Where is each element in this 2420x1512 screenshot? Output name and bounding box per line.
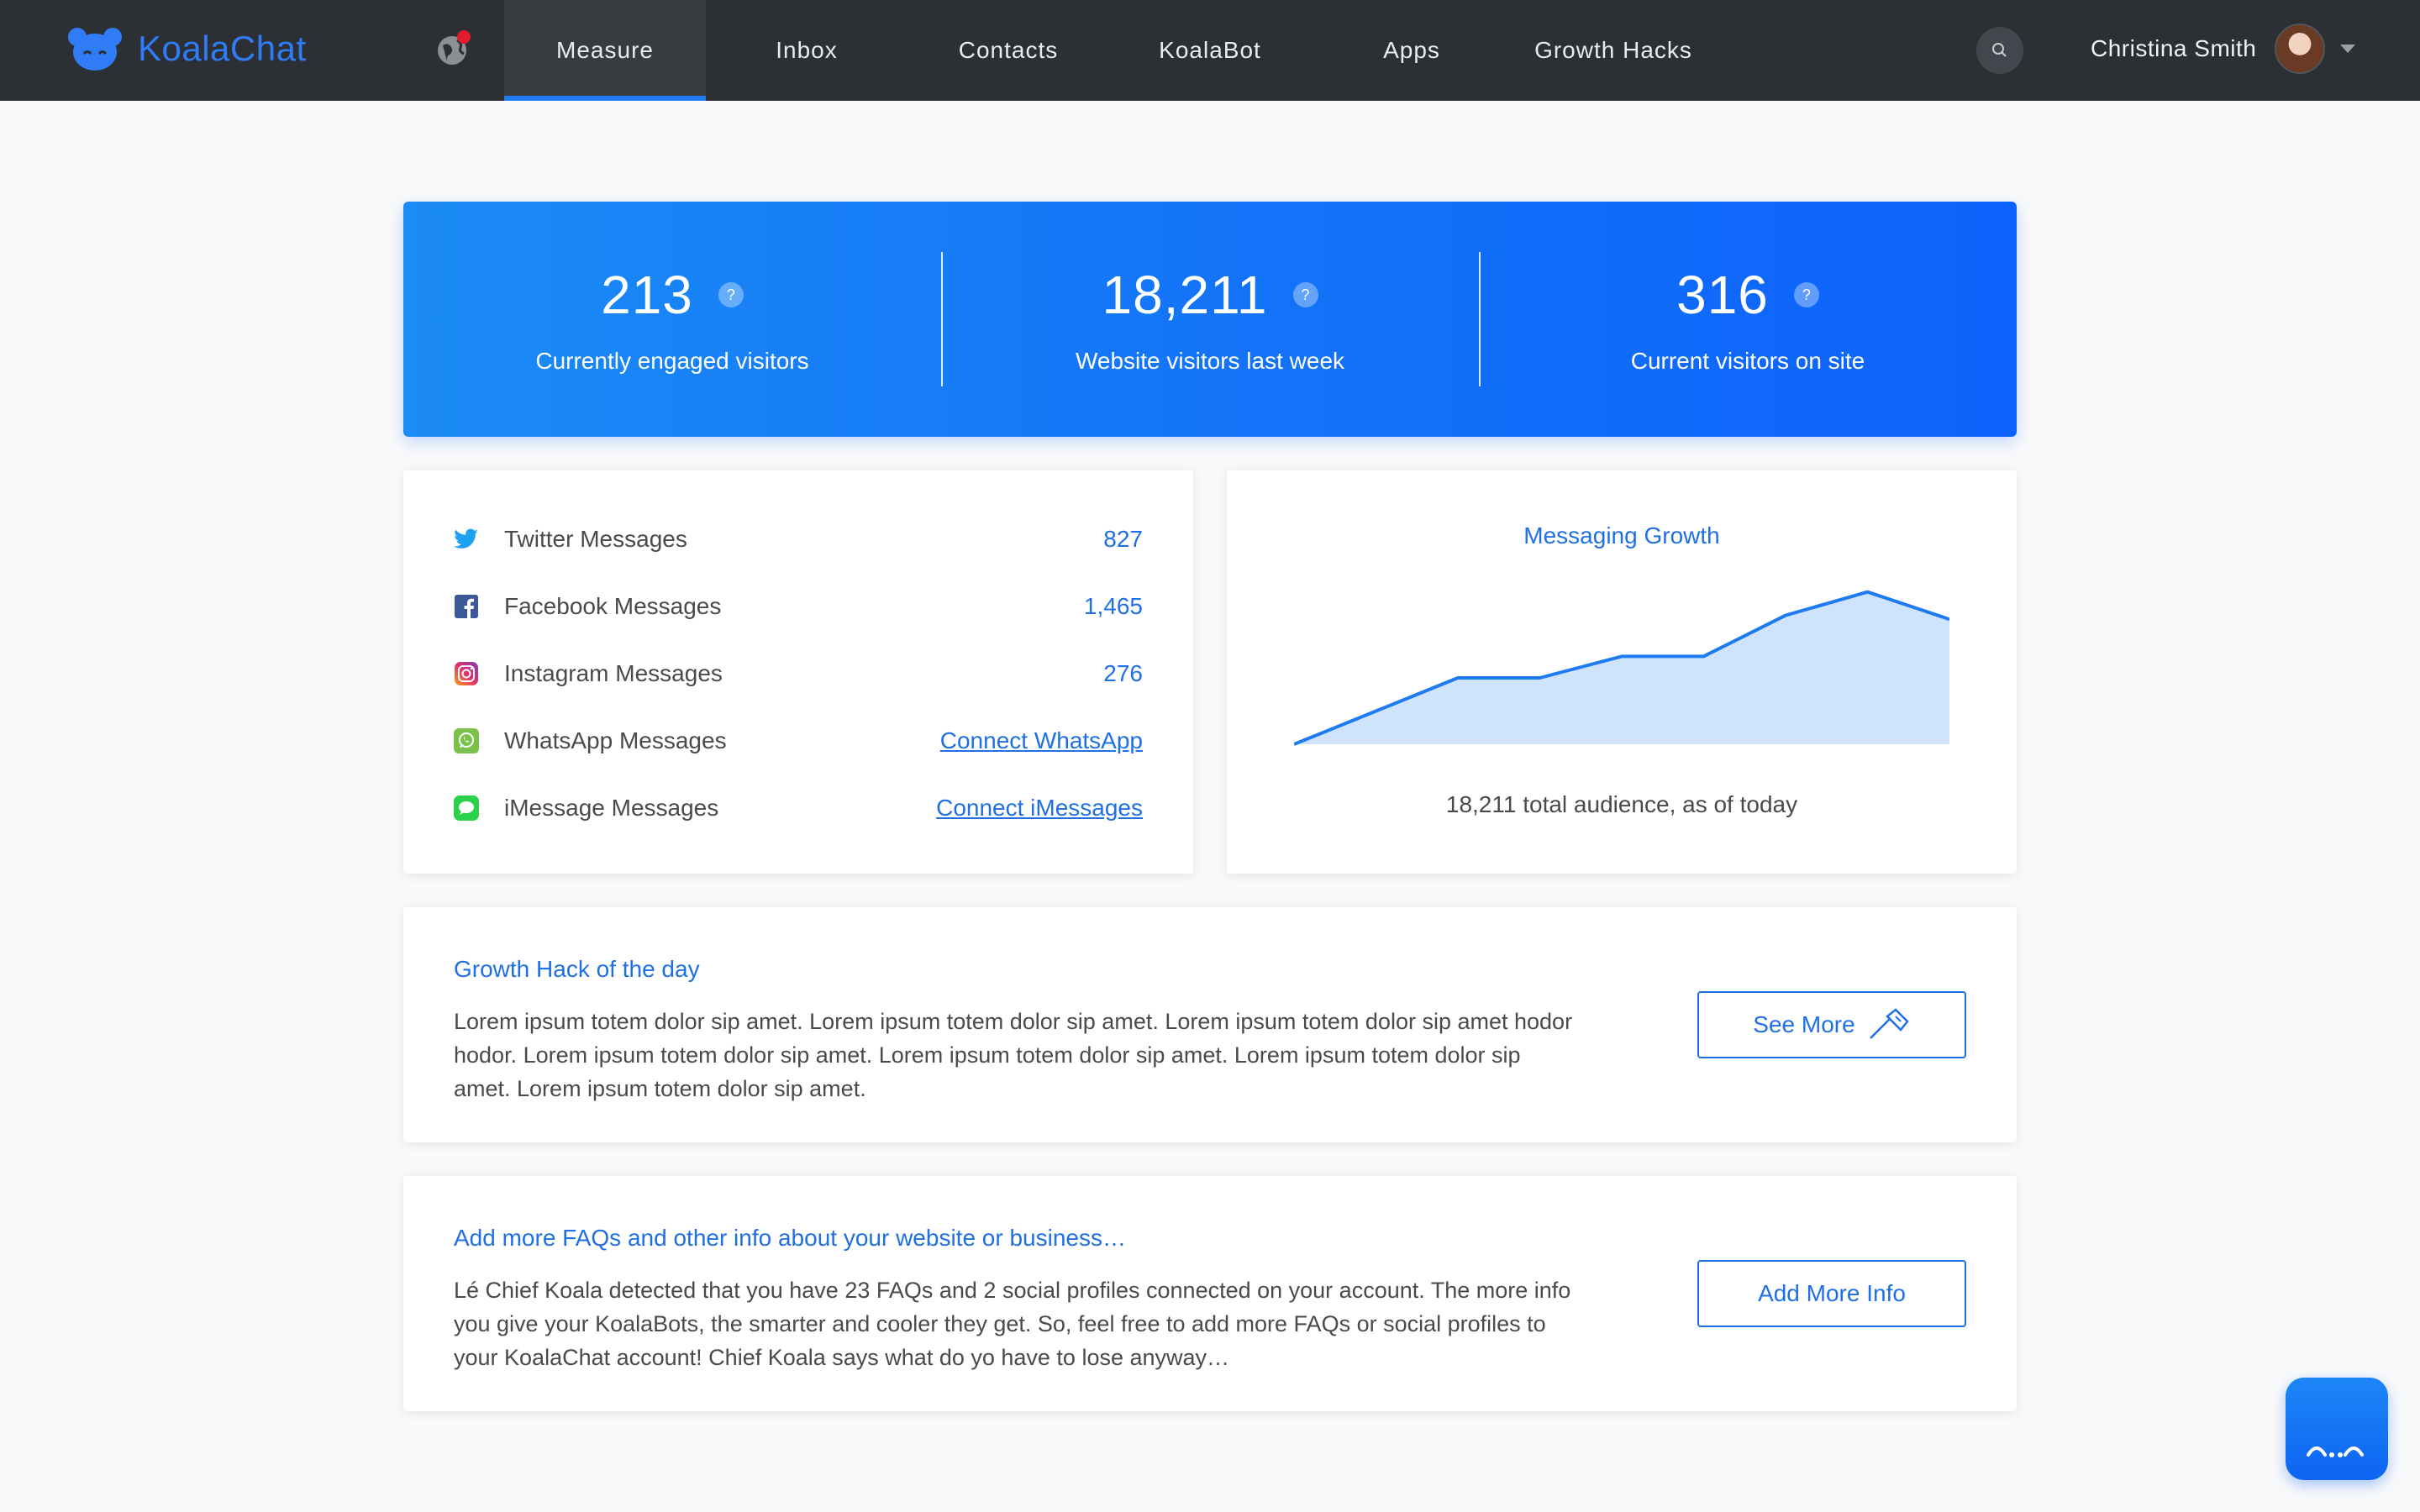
message-row-twitter: Twitter Messages 827 bbox=[454, 522, 1143, 556]
whatsapp-icon bbox=[454, 728, 479, 753]
message-count: 276 bbox=[1103, 660, 1143, 686]
axe-icon bbox=[1869, 1008, 1909, 1039]
messaging-growth-card: Messaging Growth 18,211 total audience, … bbox=[1227, 470, 2017, 874]
see-more-label: See More bbox=[1753, 1011, 1855, 1037]
user-menu[interactable]: Christina Smith bbox=[2091, 24, 2356, 74]
stat-value-row: 316? bbox=[1676, 264, 1819, 326]
message-channel-label: iMessage Messages bbox=[504, 795, 719, 821]
chevron-down-icon bbox=[2340, 45, 2356, 53]
growth-hack-title: Growth Hack of the day bbox=[454, 956, 700, 982]
message-row-whatsapp: WhatsApp Messages Connect WhatsApp bbox=[454, 724, 1143, 758]
stats-banner: 213? Currently engaged visitors 18,211? Web… bbox=[403, 202, 2017, 437]
app-name: KoalaChat bbox=[138, 29, 307, 68]
connect-link[interactable]: Connect WhatsApp bbox=[939, 727, 1143, 753]
add-more-info-label: Add More Info bbox=[1758, 1280, 1906, 1306]
top-navigation-bar: KoalaChat Measure Inbox Contacts KoalaBot Ap… bbox=[0, 0, 2420, 101]
add-more-info-button[interactable]: Add More Info bbox=[1697, 1260, 1966, 1327]
faq-title: Add more FAQs and other info about your … bbox=[454, 1225, 1126, 1251]
message-count: 827 bbox=[1103, 526, 1143, 552]
chart-title: Messaging Growth bbox=[1523, 522, 1720, 549]
growth-hack-body: Lorem ipsum totem dolor sip amet. Lorem … bbox=[454, 1009, 1573, 1101]
nav-tab-koalabot[interactable]: KoalaBot bbox=[1159, 37, 1261, 63]
chart-area-fill bbox=[1294, 591, 1949, 744]
stat-label: Currently engaged visitors bbox=[535, 348, 809, 374]
connect-link[interactable]: Connect iMessages bbox=[936, 795, 1143, 821]
search-button[interactable] bbox=[1976, 27, 2023, 74]
globe-notification-icon[interactable] bbox=[435, 29, 474, 67]
message-channel-label: Facebook Messages bbox=[504, 593, 722, 619]
user-name: Christina Smith bbox=[2091, 35, 2257, 61]
chat-widget-button[interactable] bbox=[2286, 1378, 2388, 1480]
koala-face-icon bbox=[2307, 1446, 2364, 1457]
message-channel-label: WhatsApp Messages bbox=[504, 727, 727, 753]
help-icon[interactable]: ? bbox=[1292, 282, 1318, 307]
message-count: 1,465 bbox=[1083, 593, 1143, 619]
stat-value-row: 213? bbox=[601, 264, 744, 326]
growth-hack-card: Growth Hack of the day Lorem ipsum totem… bbox=[403, 907, 2017, 1142]
nav-tab-apps[interactable]: Apps bbox=[1383, 37, 1440, 63]
stat-block: 316? Current visitors on site bbox=[1479, 202, 2017, 437]
help-icon[interactable]: ? bbox=[1793, 282, 1819, 307]
search-icon bbox=[1992, 43, 2007, 57]
koala-logo-icon bbox=[68, 28, 122, 71]
stat-block: 213? Currently engaged visitors bbox=[403, 202, 941, 437]
help-icon[interactable]: ? bbox=[718, 282, 744, 307]
imessage-icon bbox=[454, 795, 479, 821]
growth-area-chart bbox=[1294, 590, 1949, 746]
chart-caption: 18,211 total audience, as of today bbox=[1445, 791, 1798, 817]
facebook-icon bbox=[454, 594, 479, 619]
channel-messages-card: Twitter Messages 827 Facebook Messages 1,46… bbox=[403, 470, 1193, 874]
message-row-instagram: Instagram Messages 276 bbox=[454, 657, 1143, 690]
see-more-button[interactable]: See More bbox=[1697, 991, 1966, 1058]
stat-block: 18,211? Website visitors last week bbox=[941, 202, 1479, 437]
message-channel-label: Twitter Messages bbox=[504, 526, 687, 552]
stat-value: 316 bbox=[1676, 265, 1769, 325]
nav-tab-contacts[interactable]: Contacts bbox=[958, 37, 1059, 63]
nav-tab-inbox[interactable]: Inbox bbox=[776, 37, 838, 63]
message-row-imessage: iMessage Messages Connect iMessages bbox=[454, 791, 1143, 825]
nav-tab-growth-hacks[interactable]: Growth Hacks bbox=[1534, 37, 1692, 63]
instagram-icon bbox=[454, 661, 479, 686]
stat-label: Website visitors last week bbox=[1075, 348, 1345, 374]
message-row-facebook: Facebook Messages 1,465 bbox=[454, 590, 1143, 623]
nav-tab-measure[interactable]: Measure bbox=[504, 0, 706, 101]
app-logo[interactable]: KoalaChat bbox=[67, 25, 307, 72]
faq-body: Lé Chief Koala detected that you have 23… bbox=[454, 1278, 1571, 1370]
message-channel-label: Instagram Messages bbox=[504, 660, 723, 686]
main-nav: Measure Inbox Contacts KoalaBot Apps Growth H… bbox=[504, 0, 1714, 101]
stat-value: 18,211 bbox=[1102, 265, 1268, 325]
twitter-icon bbox=[454, 527, 479, 552]
avatar bbox=[2275, 24, 2326, 74]
stat-value: 213 bbox=[601, 265, 693, 325]
stat-value-row: 18,211? bbox=[1102, 264, 1318, 326]
faq-card: Add more FAQs and other info about your … bbox=[403, 1176, 2017, 1411]
stat-label: Current visitors on site bbox=[1630, 348, 1865, 374]
